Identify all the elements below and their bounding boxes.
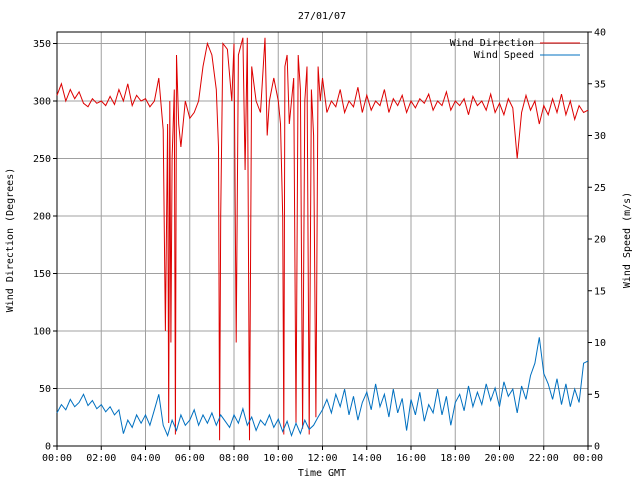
series-line-wind-speed (56, 337, 589, 438)
left-axis-ticks: 0 50 100 150 200 250 300 350 (33, 39, 57, 453)
x-tick-label: 18:00 (440, 453, 470, 464)
x-tick-label: 06:00 (175, 453, 205, 464)
x-tick-label: 04:00 (130, 453, 160, 464)
left-tick-label: 200 (33, 212, 51, 223)
x-tick-label: 12:00 (307, 453, 337, 464)
x-tick-label: 22:00 (529, 453, 559, 464)
x-tick-label: 08:00 (219, 453, 249, 464)
left-tick-label: 100 (33, 327, 51, 338)
right-tick-label: 40 (594, 28, 606, 39)
chart-title: 27/01/07 (298, 11, 346, 22)
left-tick-label: 150 (33, 269, 51, 280)
x-tick-label: 00:00 (573, 453, 603, 464)
series-line-wind-direction (56, 37, 589, 441)
right-tick-label: 10 (594, 338, 606, 349)
x-tick-label: 02:00 (86, 453, 116, 464)
right-tick-label: 30 (594, 131, 606, 142)
x-tick-label: 00:00 (42, 453, 72, 464)
left-tick-label: 50 (39, 384, 51, 395)
left-tick-label: 350 (33, 39, 51, 50)
left-tick-label: 0 (45, 442, 51, 453)
x-axis-ticks: 00:00 02:00 04:00 06:00 08:00 10:00 12:00 14:00… (42, 446, 603, 464)
x-tick-label: 16:00 (396, 453, 426, 464)
legend: Wind Direction Wind Speed (450, 38, 580, 61)
x-tick-label: 10:00 (263, 453, 293, 464)
right-tick-label: 5 (594, 390, 600, 401)
x-axis-label: Time GMT (298, 468, 346, 479)
left-tick-label: 300 (33, 97, 51, 108)
right-axis-ticks: 0 5 10 15 20 25 30 35 40 (588, 28, 606, 453)
legend-label-wind-speed: Wind Speed (474, 50, 534, 61)
x-tick-label: 20:00 (484, 453, 514, 464)
right-tick-label: 15 (594, 286, 606, 297)
right-tick-label: 25 (594, 183, 606, 194)
right-tick-label: 20 (594, 235, 606, 246)
right-tick-label: 35 (594, 79, 606, 90)
series-layer (56, 37, 589, 441)
legend-label-wind-direction: Wind Direction (450, 38, 534, 49)
grid (57, 32, 588, 446)
right-tick-label: 0 (594, 442, 600, 453)
left-tick-label: 250 (33, 154, 51, 165)
y-axis-label-left: Wind Direction (Degrees) (5, 168, 16, 313)
x-tick-label: 14:00 (352, 453, 382, 464)
y-axis-label-right: Wind Speed (m/s) (622, 192, 633, 288)
